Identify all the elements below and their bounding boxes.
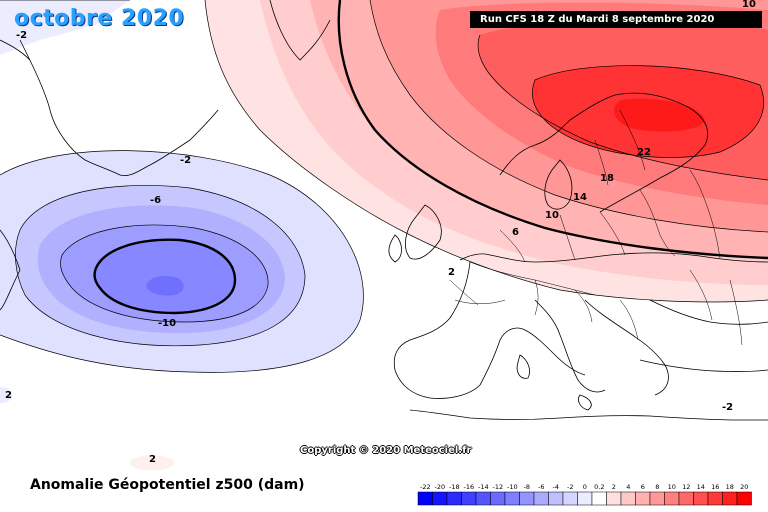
borders [449,109,743,346]
legend-tick-label: -20 [434,483,445,491]
contour-label-pos-2-west: 2 [5,390,12,401]
contour-label-pos-6: 6 [512,227,519,238]
legend-tick-label: 18 [726,483,734,491]
contour-label-neg-2-nw: -2 [16,30,27,41]
run-info: Run CFS 18 Z du Mardi 8 septembre 2020 [470,11,762,28]
legend-swatch [490,491,506,506]
legend-swatch [548,491,564,506]
contour-label-pos-14: 14 [573,192,587,203]
legend-swatch [635,491,651,506]
legend-tick-label: 10 [668,483,676,491]
legend-tick-label: -22 [420,483,431,491]
legend-swatch [533,491,549,506]
contour-lines [0,0,768,373]
legend-tick-label: -10 [507,483,518,491]
parameter-label: Anomalie Géopotentiel z500 (dam) [30,477,305,493]
legend-tick-label: 20 [740,483,748,491]
legend-tick-label: 0.2 [594,483,604,491]
legend-tick-label: 14 [697,483,705,491]
legend-swatch [446,491,462,506]
legend-tick-label: -4 [553,483,559,491]
legend-swatch [461,491,477,506]
contour-label-pos-18: 18 [600,173,614,184]
legend-tick-label: 12 [682,483,690,491]
copyright-text: Copyright © 2020 Meteociel.fr [300,445,472,456]
legend-swatch [432,491,448,506]
legend-swatch [519,491,535,506]
coastlines [0,0,768,421]
legend-tick-label: -2 [567,483,573,491]
legend-tick-label: -8 [524,483,530,491]
legend-scale: -22 -20 -18 -16 -14 -12 -10 -8 -6 -4 -2 0 0.2 2 4 6 8 10 1… [417,483,752,506]
contour-label-pos-22: 22 [637,147,651,158]
contour-labels: -2 -2 -6 -10 22 18 14 10 6 2 -2 2 2 10 [5,0,756,465]
legend-tick-label: 16 [711,483,719,491]
legend-swatch [577,491,593,506]
legend-tick-label: 6 [641,483,645,491]
bold-contour-lines [93,0,768,315]
legend-tick-label: -18 [449,483,460,491]
legend-tick-label: 2 [612,483,616,491]
legend-tick-label: -12 [492,483,503,491]
legend-swatch [664,491,680,506]
contour-label-neg-10: -10 [158,318,176,329]
legend-swatch [591,491,607,506]
legend-swatch [562,491,578,506]
top-right-value: 10 [742,0,756,10]
map-title: octobre 2020 [14,6,185,31]
contour-label-pos-2-north: 2 [448,267,455,278]
legend-swatch [707,491,723,506]
legend-swatch [620,491,636,506]
legend-swatch [736,491,752,506]
legend-swatch [606,491,622,506]
legend-swatch [722,491,738,506]
legend-tick-label: -14 [478,483,489,491]
legend-tick-label: -16 [463,483,474,491]
contour-label-pos-2-south: 2 [149,454,156,465]
legend-swatch [678,491,694,506]
contour-label-pos-10: 10 [545,210,559,221]
legend-swatch [693,491,709,506]
contour-label-neg-6: -6 [150,195,161,206]
contour-label-neg-2-east: -2 [722,402,733,413]
contour-label-neg-2-atl: -2 [180,155,191,166]
legend-tick-label: 4 [626,483,630,491]
legend-tick-label: -6 [538,483,544,491]
legend-swatch [417,491,433,506]
legend-swatch [475,491,491,506]
legend-swatch [649,491,665,506]
legend-tick-label: 0 [583,483,587,491]
legend-tick-label: 8 [655,483,659,491]
legend-swatch [504,491,520,506]
